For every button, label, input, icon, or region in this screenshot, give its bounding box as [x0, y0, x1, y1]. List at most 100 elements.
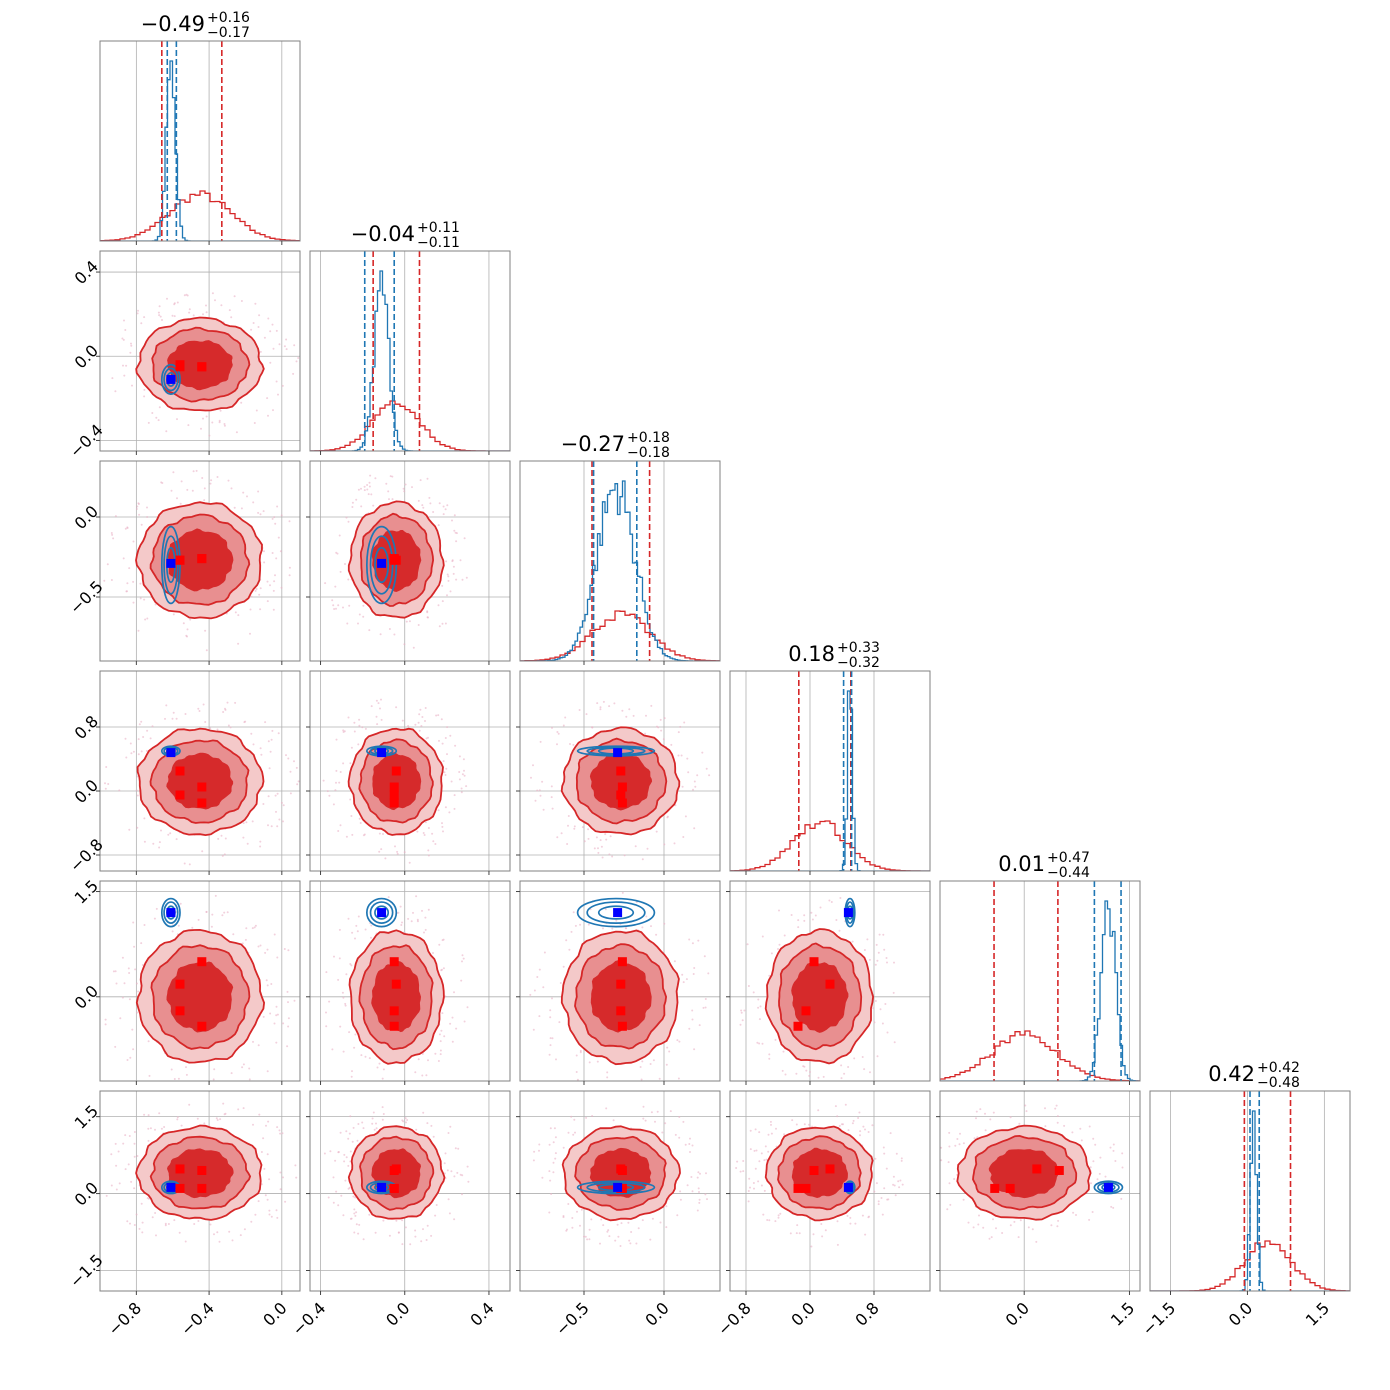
scatter-point	[1019, 1219, 1022, 1222]
y-tick-label: 0.8	[71, 712, 102, 743]
scatter-point	[375, 1127, 378, 1130]
scatter-point	[333, 608, 336, 610]
blue-histogram	[310, 270, 510, 451]
scatter-point	[342, 606, 344, 609]
scatter-point	[861, 1214, 864, 1217]
scatter-point	[285, 348, 288, 351]
scatter-point	[353, 1208, 356, 1211]
scatter-point	[747, 1200, 750, 1203]
scatter-point	[163, 1126, 166, 1128]
scatter-point	[682, 1120, 685, 1123]
red-marker	[617, 957, 627, 967]
red-marker	[175, 555, 185, 565]
scatter-point	[218, 421, 221, 424]
x-tick-label: −0.8	[714, 1298, 755, 1339]
scatter-point	[110, 1153, 113, 1156]
scatter-point	[438, 1033, 441, 1036]
scatter-point	[288, 566, 291, 569]
scatter-point	[988, 1237, 991, 1240]
scatter-point	[1079, 1127, 1082, 1130]
scatter-point	[114, 390, 117, 393]
scatter-point	[761, 1042, 764, 1045]
scatter-point	[602, 700, 605, 703]
scatter-point	[187, 424, 190, 427]
scatter-point	[202, 703, 205, 706]
scatter-point	[686, 1184, 689, 1187]
scatter-point	[1072, 1211, 1075, 1214]
scatter-point	[553, 1127, 556, 1130]
scatter-point	[570, 1115, 573, 1118]
scatter-point	[740, 1009, 743, 1012]
scatter-point	[437, 604, 440, 607]
scatter-point	[272, 608, 275, 611]
red-contour-inner	[372, 752, 422, 811]
scatter-point	[347, 716, 350, 719]
red-marker	[617, 1183, 627, 1193]
scatter-point	[665, 1063, 668, 1066]
scatter-point	[197, 1220, 200, 1222]
scatter-point	[275, 810, 277, 813]
scatter-point	[282, 804, 285, 807]
scatter-point	[687, 771, 690, 774]
scatter-point	[137, 990, 140, 993]
scatter-point	[121, 337, 124, 340]
x-tick-label: 0.0	[1002, 1298, 1033, 1329]
panel-frame	[309, 460, 511, 662]
scatter-point	[627, 1221, 630, 1224]
scatter-point	[446, 753, 448, 756]
scatter-point	[175, 717, 178, 720]
scatter-point	[838, 929, 841, 932]
scatter-point	[328, 794, 331, 797]
scatter-point	[962, 1198, 965, 1201]
scatter-point	[463, 774, 466, 777]
scatter-point	[410, 920, 413, 923]
scatter-point	[259, 845, 262, 848]
scatter-point	[346, 622, 349, 625]
red-contour-inner	[371, 960, 421, 1033]
scatter-point	[414, 1071, 417, 1074]
scatter-point	[357, 1232, 360, 1235]
scatter-point	[277, 732, 280, 735]
scatter-point	[884, 1003, 887, 1005]
scatter-point	[155, 416, 158, 419]
scatter-point	[742, 1170, 745, 1173]
scatter-point	[342, 729, 345, 732]
scatter-point	[635, 1242, 638, 1245]
scatter-point	[267, 414, 269, 417]
scatter-point	[894, 1194, 897, 1197]
scatter-point	[362, 1127, 365, 1130]
scatter-point	[836, 1220, 839, 1223]
scatter-point	[444, 1152, 447, 1155]
scatter-point	[332, 1201, 335, 1204]
scatter-point	[217, 837, 220, 840]
scatter-point	[461, 578, 464, 581]
scatter-point	[176, 301, 179, 304]
scatter-point	[370, 924, 373, 927]
scatter-point	[218, 419, 221, 422]
scatter-point	[562, 1215, 565, 1217]
scatter-point	[992, 1218, 994, 1221]
scatter-point	[104, 1018, 107, 1021]
scatter-point	[278, 818, 281, 821]
scatter-point	[646, 847, 649, 850]
scatter-point	[350, 815, 353, 817]
scatter-point	[685, 978, 688, 981]
scatter-point	[158, 1112, 161, 1115]
scatter-point	[564, 716, 567, 719]
scatter-point	[767, 1150, 770, 1153]
scatter-point	[106, 563, 109, 566]
scatter-point	[412, 911, 414, 914]
scatter-point	[205, 415, 208, 418]
scatter-point	[805, 1069, 808, 1072]
scatter-point	[379, 633, 382, 636]
scatter-point	[115, 982, 118, 985]
scatter-point	[883, 1152, 886, 1155]
scatter-point	[616, 1223, 619, 1226]
scatter-point	[881, 1022, 884, 1025]
scatter-point	[265, 979, 268, 982]
scatter-point	[768, 974, 771, 977]
scatter-point	[186, 488, 189, 491]
scatter-point	[552, 1171, 555, 1174]
scatter-point	[137, 753, 140, 756]
scatter-point	[222, 1102, 225, 1105]
